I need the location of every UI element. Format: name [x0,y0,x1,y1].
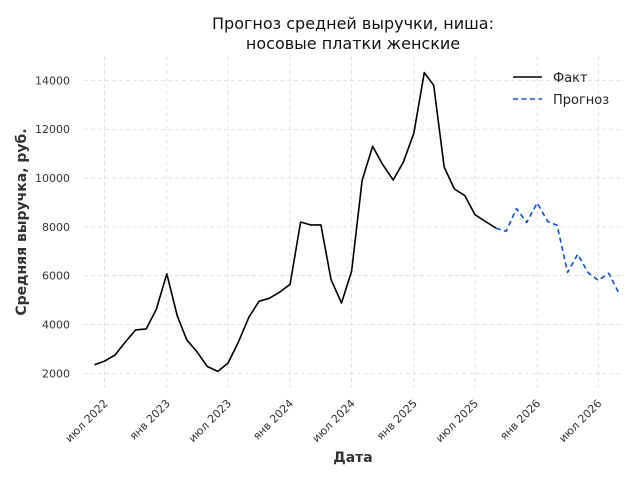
legend-label: Прогноз [553,93,609,108]
forecast-series-line [495,202,621,295]
series-layer [94,71,621,373]
chart-title: Прогноз средней выручки, ниша: носовые пл… [212,14,494,53]
y-tick-label: 14000 [35,74,70,87]
tick-label-layer: 2000 4000 6000 8000 10000 12000 14000 июл 2022 я… [35,74,604,445]
x-axis-label: Дата [333,450,372,466]
x-tick-label: янв 2023 [127,397,173,443]
x-tick-label: июл 2026 [556,397,604,445]
grid-layer [84,56,624,388]
x-tick-label: янв 2024 [250,397,296,443]
y-tick-label: 12000 [35,123,70,136]
y-tick-label: 10000 [35,172,70,185]
x-tick-label: июл 2025 [433,397,481,445]
y-axis-label: Средняя выручка, руб. [14,128,30,315]
x-tick-label: янв 2025 [374,397,420,443]
chart-title-line: Прогноз средней выручки, ниша: [212,14,494,33]
x-tick-label: янв 2026 [497,397,543,443]
x-tick-label: июл 2023 [186,397,234,445]
y-tick-label: 4000 [42,319,70,332]
chart-title-line: носовые платки женские [246,34,460,53]
x-tick-label: июл 2024 [310,397,358,445]
y-tick-label: 6000 [42,270,70,283]
actual-series-line [94,71,497,373]
x-tick-label: июл 2022 [63,397,111,445]
legend: Факт Прогноз [513,71,609,108]
y-tick-label: 8000 [42,221,70,234]
legend-label: Факт [553,71,588,86]
y-tick-label: 2000 [42,367,70,380]
